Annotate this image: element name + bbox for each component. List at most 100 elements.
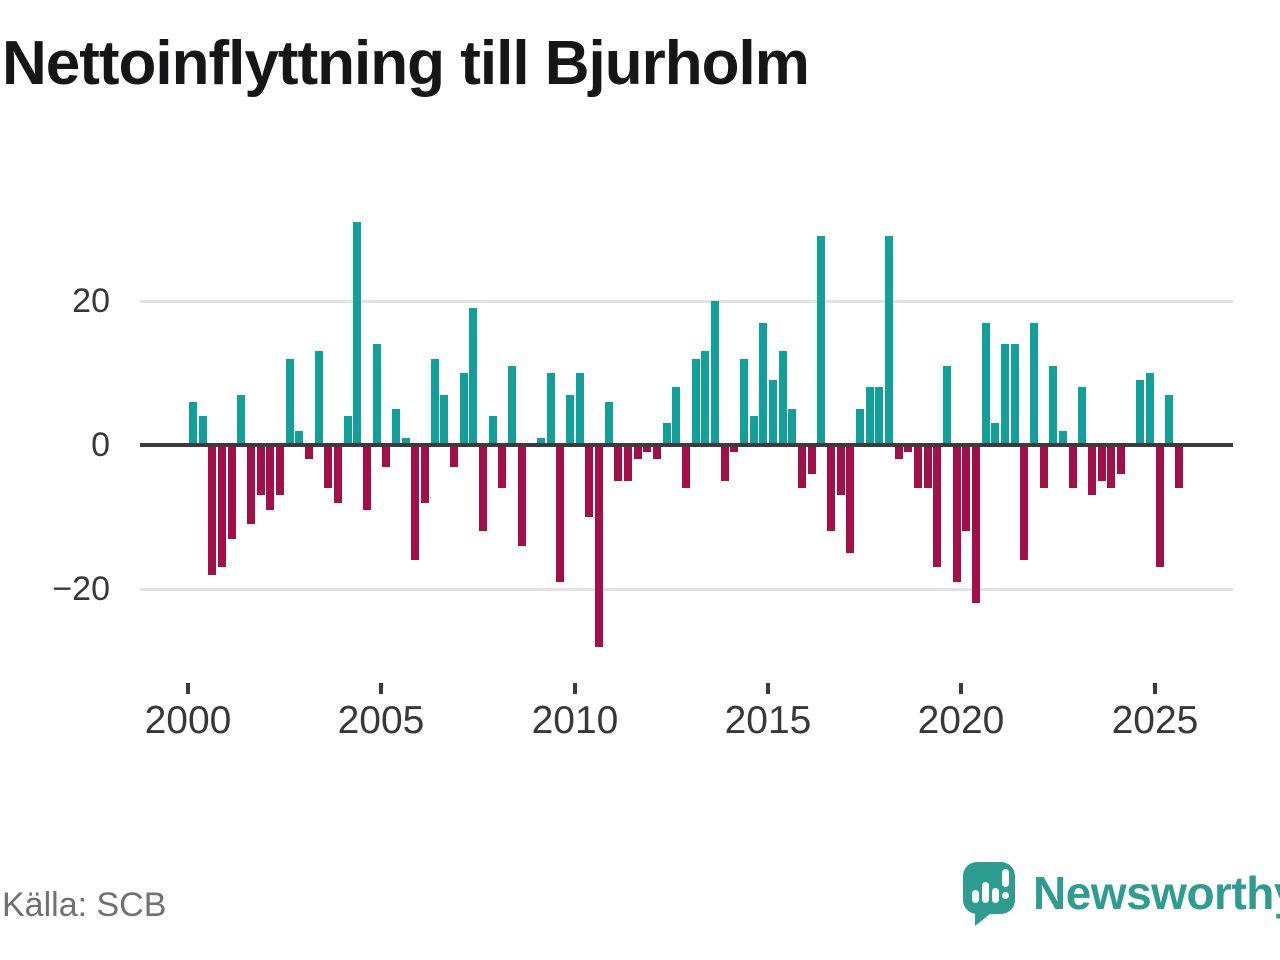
newsworthy-logo[interactable]: Newsworthy [963, 860, 1280, 930]
bar-2000Q2[interactable] [199, 416, 207, 445]
bar-2014Q4[interactable] [759, 323, 767, 445]
bar-2003Q1[interactable] [305, 445, 313, 459]
bar-2003Q2[interactable] [315, 351, 323, 445]
bar-2000Q1[interactable] [189, 402, 197, 445]
bar-2008Q2[interactable] [508, 366, 516, 445]
bar-2018Q3[interactable] [904, 445, 912, 452]
bar-2007Q3[interactable] [479, 445, 487, 531]
bar-2004Q2[interactable] [353, 222, 361, 445]
bar-2004Q1[interactable] [344, 416, 352, 445]
bar-2007Q4[interactable] [489, 416, 497, 445]
bar-2011Q1[interactable] [614, 445, 622, 481]
bar-2020Q2[interactable] [972, 445, 980, 603]
bar-2007Q2[interactable] [469, 308, 477, 445]
bar-2011Q4[interactable] [643, 445, 651, 452]
bar-2013Q2[interactable] [701, 351, 709, 445]
bar-2015Q1[interactable] [769, 380, 777, 445]
bar-2021Q2[interactable] [1011, 344, 1019, 445]
bar-2011Q3[interactable] [634, 445, 642, 459]
bar-2014Q1[interactable] [730, 445, 738, 452]
bar-2008Q3[interactable] [518, 445, 526, 546]
bar-2002Q3[interactable] [286, 359, 294, 445]
bar-2015Q4[interactable] [798, 445, 806, 488]
bar-2006Q3[interactable] [440, 395, 448, 445]
bar-2004Q4[interactable] [373, 344, 381, 445]
bar-2023Q2[interactable] [1088, 445, 1096, 495]
bar-2012Q2[interactable] [663, 423, 671, 445]
bar-2016Q1[interactable] [808, 445, 816, 474]
bar-2025Q2[interactable] [1165, 395, 1173, 445]
bar-2014Q2[interactable] [740, 359, 748, 445]
bar-2019Q3[interactable] [943, 366, 951, 445]
bar-2012Q4[interactable] [682, 445, 690, 488]
bar-2006Q4[interactable] [450, 445, 458, 467]
bar-2009Q4[interactable] [566, 395, 574, 445]
bar-2022Q1[interactable] [1040, 445, 1048, 488]
bar-2005Q4[interactable] [411, 445, 419, 560]
bar-2008Q1[interactable] [498, 445, 506, 488]
bar-2020Q4[interactable] [991, 423, 999, 445]
bar-2001Q4[interactable] [257, 445, 265, 495]
bar-2019Q1[interactable] [924, 445, 932, 488]
bar-2023Q4[interactable] [1107, 445, 1115, 488]
bar-2009Q1[interactable] [537, 438, 545, 445]
bar-2007Q1[interactable] [460, 373, 468, 445]
bar-2006Q1[interactable] [421, 445, 429, 503]
bar-2006Q2[interactable] [431, 359, 439, 445]
bar-2004Q3[interactable] [363, 445, 371, 510]
bar-2010Q2[interactable] [585, 445, 593, 517]
bar-2013Q4[interactable] [721, 445, 729, 481]
bar-2005Q1[interactable] [382, 445, 390, 467]
bar-2013Q1[interactable] [692, 359, 700, 445]
bar-2022Q4[interactable] [1069, 445, 1077, 488]
bar-2021Q1[interactable] [1001, 344, 1009, 445]
bar-2013Q3[interactable] [711, 301, 719, 445]
bar-2009Q2[interactable] [547, 373, 555, 445]
bar-2010Q1[interactable] [576, 373, 584, 445]
bar-2015Q2[interactable] [779, 351, 787, 445]
bar-2024Q4[interactable] [1146, 373, 1154, 445]
bar-2000Q3[interactable] [208, 445, 216, 575]
bar-2022Q2[interactable] [1049, 366, 1057, 445]
bar-2016Q2[interactable] [817, 236, 825, 445]
bar-2018Q2[interactable] [895, 445, 903, 459]
bar-2021Q3[interactable] [1020, 445, 1028, 560]
bar-2009Q3[interactable] [556, 445, 564, 582]
bar-2012Q1[interactable] [653, 445, 661, 459]
bar-2021Q4[interactable] [1030, 323, 1038, 445]
bar-2019Q2[interactable] [933, 445, 941, 567]
bar-2017Q4[interactable] [875, 387, 883, 445]
bar-2022Q3[interactable] [1059, 431, 1067, 445]
bar-2003Q3[interactable] [324, 445, 332, 488]
bar-2005Q3[interactable] [402, 438, 410, 445]
bar-2020Q3[interactable] [982, 323, 990, 445]
bar-2024Q1[interactable] [1117, 445, 1125, 474]
bar-2019Q4[interactable] [953, 445, 961, 582]
bar-2018Q4[interactable] [914, 445, 922, 488]
bar-2012Q3[interactable] [672, 387, 680, 445]
bar-2002Q2[interactable] [276, 445, 284, 495]
bar-2005Q2[interactable] [392, 409, 400, 445]
bar-2001Q2[interactable] [237, 395, 245, 445]
bar-2017Q2[interactable] [856, 409, 864, 445]
bar-2001Q3[interactable] [247, 445, 255, 524]
bar-2002Q1[interactable] [266, 445, 274, 510]
bar-2002Q4[interactable] [295, 431, 303, 445]
bar-2023Q3[interactable] [1098, 445, 1106, 481]
bar-2016Q3[interactable] [827, 445, 835, 531]
bar-2014Q3[interactable] [750, 416, 758, 445]
bar-2020Q1[interactable] [962, 445, 970, 531]
bar-2001Q1[interactable] [228, 445, 236, 539]
bar-2011Q2[interactable] [624, 445, 632, 481]
bar-2010Q3[interactable] [595, 445, 603, 647]
bar-2023Q1[interactable] [1078, 387, 1086, 445]
bar-2025Q1[interactable] [1156, 445, 1164, 567]
bar-2015Q3[interactable] [788, 409, 796, 445]
bar-2024Q3[interactable] [1136, 380, 1144, 445]
bar-2000Q4[interactable] [218, 445, 226, 567]
bar-2016Q4[interactable] [837, 445, 845, 495]
bar-2010Q4[interactable] [605, 402, 613, 445]
bar-2017Q1[interactable] [846, 445, 854, 553]
bar-2017Q3[interactable] [866, 387, 874, 445]
bar-2018Q1[interactable] [885, 236, 893, 445]
